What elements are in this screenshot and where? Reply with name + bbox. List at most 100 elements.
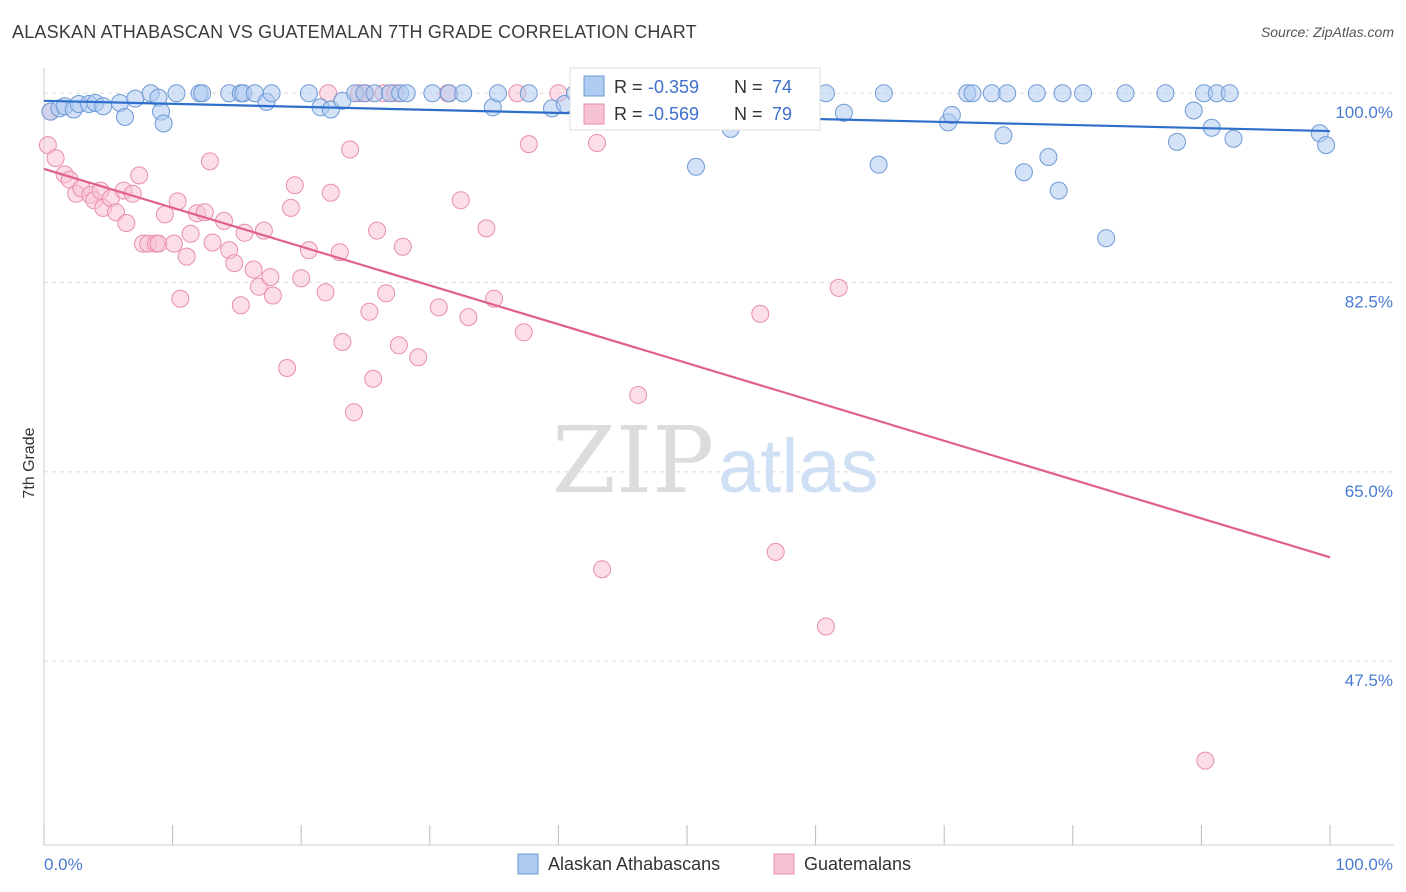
guatemalans-point-66 [451, 191, 470, 210]
alaskan-athabascans-point-76 [1220, 84, 1239, 103]
x-tick-labels: 0.0% 100.0% [44, 855, 1393, 874]
guatemalans-point-51 [341, 140, 360, 159]
guatemalans-point-48 [321, 183, 340, 202]
alaskan-athabascans-point-9 [116, 108, 134, 126]
guatemalans-point-79 [816, 617, 835, 636]
guatemalans-point-72 [519, 135, 538, 154]
guatemalans-point-52 [344, 403, 363, 422]
guatemalans-point-80 [829, 278, 848, 297]
guatemalans-point-43 [285, 176, 304, 195]
alaskan-athabascans-point-56 [942, 105, 961, 124]
legend-n-label-2: N = [734, 104, 768, 124]
alaskan-athabascans-point-67 [1074, 84, 1093, 103]
guatemalans-point-76 [629, 386, 648, 404]
alaskan-athabascans-point-77 [1224, 129, 1243, 148]
guatemalans-point-55 [360, 302, 379, 321]
guatemalans-point-25 [177, 247, 196, 266]
alaskan-athabascans-point-14 [154, 114, 173, 133]
alaskan-athabascans-point-15 [167, 84, 186, 103]
guatemalans-point-63 [409, 348, 428, 367]
bottom-legend-swatch-blue [517, 853, 539, 875]
y-tick-label-1: 82.5% [1345, 293, 1393, 312]
guatemalans-point-67 [459, 308, 478, 327]
alaskan-athabascans-point-33 [397, 84, 416, 103]
guatemalans-point-46 [316, 283, 335, 302]
legend-box [569, 67, 821, 131]
guatemalans-point-56 [364, 369, 383, 388]
legend-r-value-2: -0.569 [648, 104, 699, 124]
bottom-legend-swatch-pink [773, 853, 795, 875]
guatemalans-point-64 [429, 298, 448, 317]
guatemalans-point-33 [225, 254, 244, 273]
alaskan-athabascans-point-34 [423, 84, 442, 103]
guatemalans-point-42 [281, 198, 300, 217]
alaskan-athabascans-point-60 [994, 126, 1013, 145]
alaskan-athabascans-point-30 [365, 84, 384, 103]
legend-n-label-1: N = [734, 77, 768, 97]
legend-r-label-2: R = [614, 104, 648, 124]
alaskan-athabascans-point-61 [998, 84, 1017, 103]
legend-swatch-blue [583, 75, 605, 97]
legend-n-value-2: 79 [772, 104, 792, 124]
guatemalans-point-16 [130, 166, 149, 185]
guatemalans-point-59 [377, 284, 396, 303]
alaskan-athabascans-point-70 [1156, 84, 1175, 103]
guatemalans-point-29 [200, 152, 219, 171]
alaskan-athabascans-point-59 [982, 84, 1001, 103]
guatemalans-point-71 [514, 323, 533, 342]
grid-lines [44, 92, 1394, 662]
alaskan-athabascans-point-64 [1039, 148, 1058, 166]
guatemalans-point-78 [766, 542, 785, 561]
x-tick-label-0: 0.0% [44, 855, 83, 874]
guatemalans-point-44 [292, 269, 311, 288]
watermark-zip: ZIP [552, 407, 714, 514]
correlation-legend: R = -0.359 N = 74 R = -0.569 N = 79 [569, 67, 821, 131]
legend-swatch-pink [583, 103, 605, 125]
alaskan-athabascans-point-62 [1014, 163, 1033, 182]
guatemalans-point-2 [46, 149, 65, 168]
guatemalans-point-20 [149, 234, 168, 253]
alaskan-athabascans-point-10 [126, 89, 145, 108]
bottom-legend-label-1: Alaskan Athabascans [548, 854, 720, 874]
chart-title: ALASKAN ATHABASCAN VS GUATEMALAN 7TH GRA… [12, 22, 697, 42]
guatemalans-point-37 [249, 277, 268, 296]
alaskan-athabascans-point-68 [1097, 229, 1116, 248]
legend-row2: R = -0.569 N = 79 [614, 104, 792, 124]
series-legend: Alaskan Athabascans Guatemalans [517, 853, 911, 875]
alaskan-athabascans-point-17 [193, 84, 212, 103]
alaskan-athabascans-point-23 [262, 84, 281, 103]
alaskan-athabascans-point-7 [94, 97, 113, 116]
guatemalans-point-81 [1196, 751, 1215, 770]
alaskan-athabascans-point-79 [1317, 136, 1336, 155]
alaskan-athabascans-point-48 [687, 157, 705, 176]
guatemalans-point-75 [593, 560, 612, 579]
guatemalans-point-62 [393, 237, 412, 256]
guatemalans-point-50 [333, 333, 352, 351]
guatemalans-point-74 [588, 134, 606, 152]
alaskan-athabascans-point-69 [1116, 84, 1135, 103]
alaskan-athabascans-point-24 [299, 84, 318, 103]
bottom-legend-label-2: Guatemalans [804, 854, 911, 874]
guatemalans-point-68 [477, 219, 496, 238]
guatemalans-point-45 [299, 241, 318, 260]
watermark-atlas: atlas [718, 424, 879, 509]
alaskan-athabascans-point-65 [1049, 181, 1068, 200]
alaskan-athabascans-point-38 [489, 84, 507, 103]
guatemalans-point-40 [263, 286, 282, 305]
alaskan-athabascans-point-63 [1027, 84, 1046, 103]
legend-n-value-1: 74 [772, 77, 792, 97]
y-tick-label-3: 47.5% [1345, 671, 1393, 690]
guatemalans-point-21 [155, 205, 174, 224]
legend-r-label-1: R = [614, 77, 648, 97]
guatemalans-point-77 [751, 304, 770, 323]
watermark: ZIP atlas [552, 407, 879, 514]
guatemalans-point-41 [278, 359, 297, 377]
alaskan-athabascans-point-54 [874, 84, 893, 103]
alaskan-athabascans-point-39 [519, 84, 538, 103]
guatemalans-trend-line [43, 167, 1331, 559]
alaskan-athabascans-point-36 [454, 84, 473, 103]
axes [43, 68, 1394, 846]
alaskan-athabascans-point-58 [963, 84, 982, 103]
y-tick-label-2: 65.0% [1345, 482, 1393, 501]
